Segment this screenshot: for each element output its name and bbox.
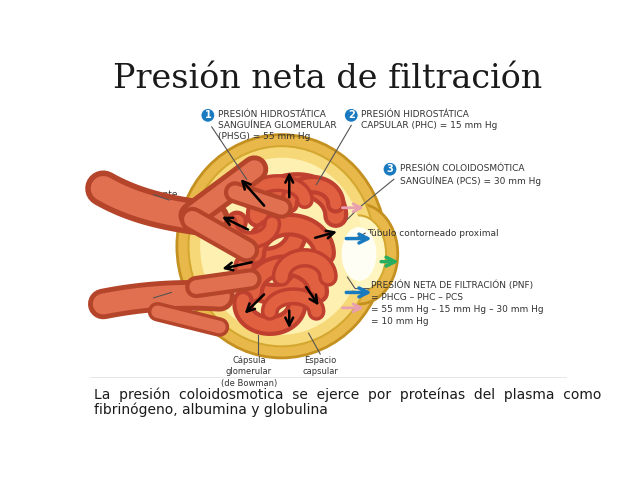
- Text: PRESIÓN HIDROSTÁTICA
CAPSULAR (PHC) = 15 mm Hg: PRESIÓN HIDROSTÁTICA CAPSULAR (PHC) = 15…: [362, 110, 498, 130]
- Ellipse shape: [212, 231, 305, 308]
- Ellipse shape: [320, 204, 397, 304]
- Text: Cápsula
glomerular
(de Bowman): Cápsula glomerular (de Bowman): [221, 356, 277, 387]
- Text: Espacio
capsular: Espacio capsular: [302, 356, 338, 376]
- Text: Arteriola aferente: Arteriola aferente: [97, 190, 177, 199]
- Text: 1: 1: [205, 110, 211, 120]
- Ellipse shape: [177, 134, 386, 358]
- Circle shape: [201, 108, 215, 122]
- Circle shape: [383, 162, 397, 176]
- Text: PRESIÓN COLOIDOSMÓTICA
SANGUÍNEA (PCS) = 30 mm Hg: PRESIÓN COLOIDOSMÓTICA SANGUÍNEA (PCS) =…: [400, 164, 541, 186]
- Text: Túbulo contorneado proximal: Túbulo contorneado proximal: [367, 228, 499, 238]
- Ellipse shape: [189, 146, 374, 347]
- Ellipse shape: [200, 158, 363, 335]
- Text: La  presión  coloidosmotica  se  ejerce  por  proteínas  del  plasma  como: La presión coloidosmotica se ejerce por …: [94, 387, 602, 402]
- Text: Presión neta de filtración: Presión neta de filtración: [113, 63, 543, 95]
- Ellipse shape: [332, 216, 386, 292]
- Text: PRESIÓN HIDROSTÁTICA
SANGUÍNEA GLOMERULAR
(PHSG) = 55 mm Hg: PRESIÓN HIDROSTÁTICA SANGUÍNEA GLOMERULA…: [218, 110, 337, 141]
- Circle shape: [344, 108, 358, 122]
- Text: fibrinógeno, albumina y globulina: fibrinógeno, albumina y globulina: [94, 403, 328, 417]
- Ellipse shape: [342, 227, 376, 281]
- Text: Arteriola eferente: Arteriola eferente: [97, 293, 178, 302]
- Text: PRESIÓN NETA DE FILTRACIÓN (PNF)
= PHCG – PHC – PCS
= 55 mm Hg – 15 mm Hg – 30 m: PRESIÓN NETA DE FILTRACIÓN (PNF) = PHCG …: [371, 281, 543, 326]
- Text: 3: 3: [387, 164, 394, 174]
- Text: 2: 2: [348, 110, 355, 120]
